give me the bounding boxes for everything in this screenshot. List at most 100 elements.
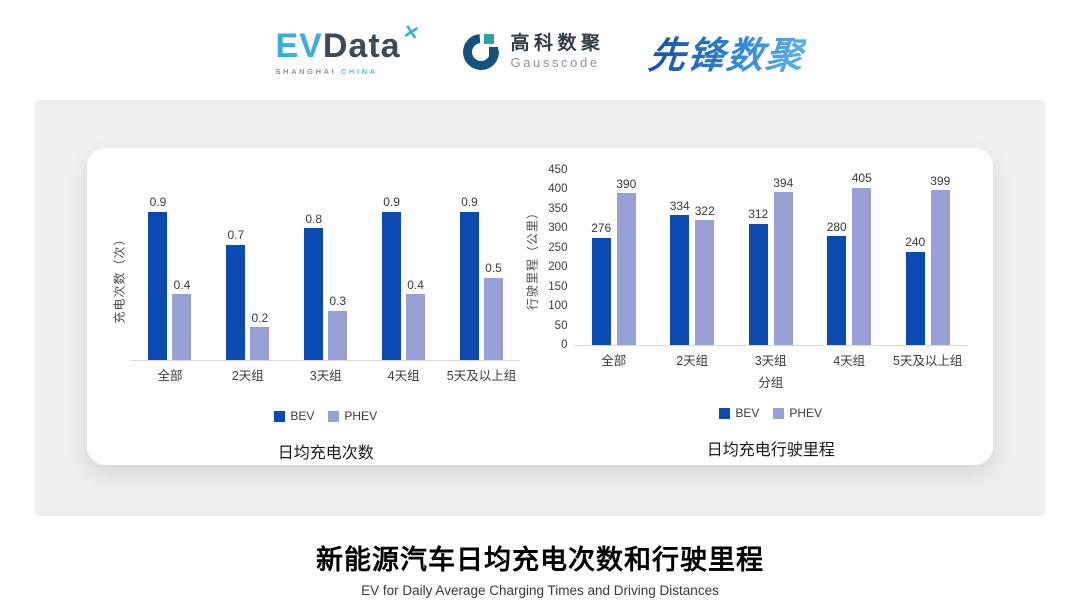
category-label: 5天及以上组 <box>892 354 963 368</box>
y-tick-label: 100 <box>548 300 568 313</box>
bar-wrap: 240 <box>905 236 925 345</box>
bar-value-label: 0.8 <box>305 211 323 226</box>
bar-bev-2 <box>748 223 768 345</box>
main-title: 新能源汽车日均充电次数和行驶里程 <box>316 545 764 575</box>
y-axis-label: 充电次数（次） <box>112 231 127 324</box>
bar-group-2: 312 394 <box>731 175 810 345</box>
category-label: 3天组 <box>309 369 342 383</box>
legend-swatch-icon <box>719 407 731 419</box>
x-axis-label: 分组 <box>758 376 784 390</box>
bar-value-label: 0.3 <box>329 294 347 309</box>
evdata-wordmark: EV Data ✕ <box>275 21 422 65</box>
legend-label: PHEV <box>344 409 378 423</box>
chart-subtitle: 日均充电次数 <box>277 445 374 462</box>
bar-phev-2 <box>773 191 793 345</box>
legend-label: PHEV <box>789 406 823 420</box>
bar-phev-0 <box>172 294 192 360</box>
bar-wrap: 334 <box>669 198 690 345</box>
bar-group-3: 280 405 <box>810 172 889 345</box>
bar-value-label: 312 <box>748 207 769 222</box>
charts-card: 充电次数（次） 0.9 0.4 0.7 0.2 0.8 0.3 0.9 0.4 0.9 0.5 全… <box>87 148 993 465</box>
y-tick-label: 50 <box>554 319 568 332</box>
bar-group-3: 0.9 0.4 <box>365 196 443 360</box>
evdata-china-text: CHINA <box>341 66 378 76</box>
category-label: 4天组 <box>833 354 866 368</box>
bar-value-label: 334 <box>669 198 690 213</box>
bar-group-4: 240 399 <box>888 173 967 345</box>
bar-value-label: 0.9 <box>461 195 478 210</box>
legend: BEV PHEV <box>574 406 967 420</box>
bar-wrap: 276 <box>591 222 611 345</box>
y-axis-label: 行驶里程（公里） <box>525 205 540 310</box>
gausscode-g-icon <box>456 26 507 78</box>
bar-wrap: 405 <box>852 172 872 345</box>
plot-area: 0.9 0.4 0.7 0.2 0.8 0.3 0.9 0.4 0.9 0.5 <box>131 195 521 361</box>
bar-group-2: 0.8 0.3 <box>287 211 365 360</box>
bar-value-label: 399 <box>930 173 951 188</box>
y-tick-label: 250 <box>548 241 568 254</box>
bar-wrap: 0.5 <box>484 262 503 360</box>
logo-xianfeng: 先锋数聚 <box>646 25 806 79</box>
bar-wrap: 0.2 <box>250 311 270 360</box>
bar-phev-1 <box>695 219 715 345</box>
bar-value-label: 0.9 <box>383 195 400 210</box>
bar-wrap: 0.4 <box>172 277 192 360</box>
y-axis-ticks: 0 50 100 150 200 250 300 350 400 450 <box>544 164 574 351</box>
y-tick-label: 150 <box>548 280 568 293</box>
bar-value-label: 0.5 <box>485 261 502 276</box>
bar-value-label: 0.4 <box>173 277 191 292</box>
bar-wrap: 0.8 <box>304 211 324 360</box>
bar-phev-0 <box>616 193 636 345</box>
bar-wrap: 280 <box>826 219 847 345</box>
bar-value-label: 0.7 <box>227 228 245 243</box>
chart-daily-driving-distance: 行驶里程（公里） 0 50 100 150 200 250 300 350 400 450 276… <box>520 164 967 465</box>
bar-wrap: 0.9 <box>148 196 168 360</box>
bar-value-label: 276 <box>591 221 612 236</box>
y-tick-label: 0 <box>561 339 568 351</box>
y-tick-label: 350 <box>548 202 568 215</box>
plot-area: 276 390 334 322 312 394 280 405 240 399 <box>574 170 967 346</box>
bar-group-1: 0.7 0.2 <box>209 229 287 360</box>
bar-wrap: 399 <box>930 173 951 345</box>
y-tick-label: 200 <box>548 261 568 274</box>
bar-group-0: 0.9 0.4 <box>131 196 209 360</box>
bar-wrap: 0.9 <box>460 196 479 360</box>
evdata-ev-text: EV <box>275 26 323 65</box>
bar-group-1: 334 322 <box>653 198 732 345</box>
category-label: 全部 <box>157 369 183 383</box>
gausscode-navy-square <box>489 46 499 56</box>
bar-bev-0 <box>148 211 168 360</box>
logo-gausscode: 高科数聚 Gausscode <box>456 26 605 78</box>
gausscode-en-text: Gausscode <box>510 55 600 71</box>
bar-group-0: 276 390 <box>574 177 653 345</box>
bar-bev-3 <box>827 236 847 345</box>
plot-stack: 0.9 0.4 0.7 0.2 0.8 0.3 0.9 0.4 0.9 0.5 全部 2天组 3天组 4… <box>131 170 521 463</box>
gausscode-cn-text: 高科数聚 <box>510 32 605 54</box>
bar-bev-1 <box>226 244 246 360</box>
legend-swatch-icon <box>274 410 286 422</box>
main-subtitle: EV for Daily Average Charging Times and … <box>361 583 719 598</box>
bar-bev-1 <box>670 215 690 345</box>
category-label: 2天组 <box>676 354 709 368</box>
evdata-shanghai-text: SHANGHAI <box>275 66 337 76</box>
legend-item-bev: BEV <box>274 409 314 423</box>
gray-panel: 充电次数（次） 0.9 0.4 0.7 0.2 0.8 0.3 0.9 0.4 0.9 0.5 全… <box>35 100 1045 516</box>
bar-value-label: 280 <box>826 219 847 234</box>
x-axis-categories: 全部 2天组 3天组 4天组 5天及以上组 <box>574 350 967 369</box>
category-label: 全部 <box>601 354 627 368</box>
bar-value-label: 394 <box>773 175 794 190</box>
bar-phev-2 <box>328 310 348 360</box>
bar-wrap: 322 <box>695 204 715 345</box>
bar-value-label: 0.4 <box>407 277 424 292</box>
legend-swatch-icon <box>328 410 340 422</box>
bar-phev-3 <box>852 187 872 345</box>
bar-wrap: 0.7 <box>226 228 246 360</box>
legend-item-phev: PHEV <box>773 406 822 420</box>
legend-swatch-icon <box>773 407 785 419</box>
chart-daily-charging-times: 充电次数（次） 0.9 0.4 0.7 0.2 0.8 0.3 0.9 0.4 0.9 0.5 全… <box>107 170 521 465</box>
legend-item-phev: PHEV <box>328 409 377 423</box>
y-tick-label: 300 <box>548 222 568 235</box>
bar-phev-4 <box>484 277 503 360</box>
bar-wrap: 312 <box>748 208 768 345</box>
bar-value-label: 240 <box>905 235 926 250</box>
